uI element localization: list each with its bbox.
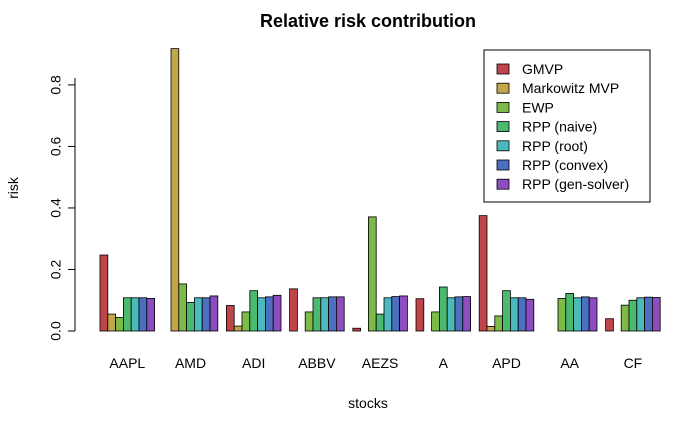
bar xyxy=(178,283,188,332)
bar xyxy=(186,301,195,332)
bar xyxy=(502,290,511,332)
bar xyxy=(138,297,148,332)
bar xyxy=(335,296,345,332)
bar xyxy=(304,311,314,332)
bar xyxy=(130,297,140,332)
bar xyxy=(201,297,211,332)
x-tick-label: A xyxy=(439,355,449,371)
bar xyxy=(628,299,638,332)
x-tick-label: AA xyxy=(560,355,579,371)
bar xyxy=(588,297,598,332)
bar xyxy=(557,297,567,332)
bar xyxy=(367,216,377,332)
bar xyxy=(257,297,266,332)
y-tick-label: 0.2 xyxy=(48,260,64,280)
bar xyxy=(264,296,274,332)
bar xyxy=(383,297,393,332)
legend-swatch xyxy=(496,102,510,113)
x-tick-label: CF xyxy=(624,355,643,371)
bar xyxy=(494,315,503,332)
x-tick-label: ABBV xyxy=(298,355,336,371)
bar xyxy=(517,297,527,332)
bar xyxy=(652,297,661,332)
x-tick-label: ADI xyxy=(242,355,265,371)
y-tick-label: 0.8 xyxy=(48,75,64,95)
bar xyxy=(99,254,109,332)
y-axis-label: risk xyxy=(5,176,21,199)
bar xyxy=(605,318,614,332)
bar xyxy=(636,297,645,332)
legend-swatch xyxy=(496,63,510,75)
bar xyxy=(328,296,337,332)
bar xyxy=(107,313,117,332)
bar xyxy=(462,296,471,332)
bar xyxy=(509,297,519,332)
x-tick-label: AMD xyxy=(175,355,206,371)
bar xyxy=(415,298,425,332)
bar xyxy=(446,297,456,332)
legend-label: EWP xyxy=(522,99,554,115)
x-tick-label: AAPL xyxy=(109,355,145,371)
bar xyxy=(525,298,535,332)
x-axis-label: stocks xyxy=(348,395,388,411)
bar xyxy=(573,297,582,332)
bar xyxy=(123,297,132,332)
bar xyxy=(581,296,590,332)
bar xyxy=(193,297,203,332)
legend: GMVP Markowitz MVP EWP RPP (naive) RPP (root… xyxy=(483,49,651,203)
bar xyxy=(565,293,574,332)
bar xyxy=(431,311,440,332)
legend-label: Markowitz MVP xyxy=(522,80,619,96)
bar xyxy=(438,286,448,332)
bar xyxy=(486,325,496,332)
bar xyxy=(375,313,385,332)
legend-swatch xyxy=(496,82,510,94)
bar xyxy=(115,317,124,332)
bar xyxy=(352,327,361,332)
y-tick-label: 0.4 xyxy=(48,198,64,218)
bar xyxy=(399,295,408,332)
legend-label: RPP (naive) xyxy=(522,119,597,135)
legend-swatch xyxy=(496,121,510,132)
y-axis-ticks: 0.0 0.2 0.4 0.6 0.8 xyxy=(48,75,75,341)
legend-swatch xyxy=(496,159,510,171)
bar xyxy=(320,297,329,332)
legend-label: RPP (gen-solver) xyxy=(522,176,629,192)
bar xyxy=(312,297,322,332)
y-tick-label: 0.6 xyxy=(48,136,64,156)
bar xyxy=(146,297,156,332)
bar xyxy=(249,290,259,332)
bar xyxy=(225,305,235,332)
x-axis-tick-labels: AAPL AMD ADI ABBV AEZS A APD AA CF xyxy=(109,355,642,371)
bar xyxy=(454,296,464,332)
bar xyxy=(391,296,400,332)
bar xyxy=(170,48,180,332)
x-tick-label: APD xyxy=(492,355,521,371)
bar xyxy=(644,296,653,332)
legend-label: RPP (convex) xyxy=(522,157,608,173)
bar-series-group xyxy=(99,48,661,332)
legend-label: GMVP xyxy=(522,61,563,77)
bar xyxy=(289,288,298,332)
bar xyxy=(209,295,219,332)
bar xyxy=(241,311,251,332)
chart-title: Relative risk contribution xyxy=(260,11,476,31)
legend-swatch xyxy=(496,178,510,190)
legend-swatch xyxy=(496,140,510,152)
bar xyxy=(272,294,282,332)
bar xyxy=(620,304,630,332)
bar xyxy=(233,325,243,332)
y-tick-label: 0.0 xyxy=(48,321,64,341)
bar xyxy=(478,215,488,332)
x-tick-label: AEZS xyxy=(362,355,399,371)
legend-label: RPP (root) xyxy=(522,138,588,154)
legend-box xyxy=(483,49,651,203)
